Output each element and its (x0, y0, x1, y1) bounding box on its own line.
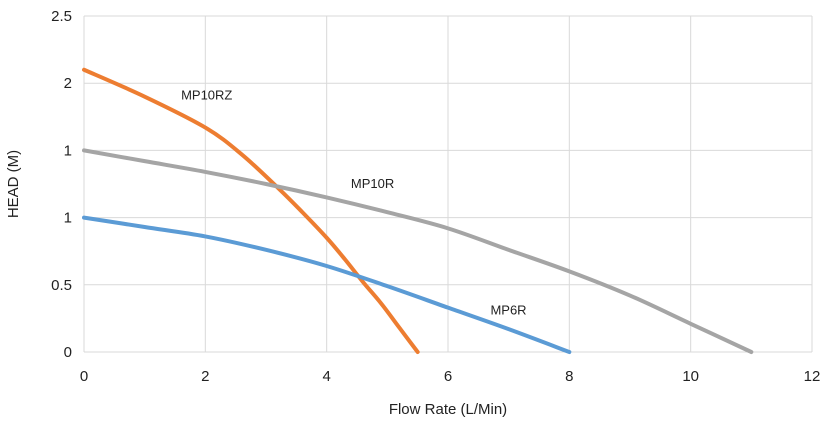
y-tick-label: 1 (64, 210, 72, 227)
series-line-mp10r (82, 148, 754, 354)
series-labels: MP10RZ MP10R MP6R (181, 87, 527, 317)
grid (83, 15, 813, 353)
x-tick-label: 10 (682, 368, 699, 385)
series-lines (82, 67, 754, 354)
y-tick-label: 2 (64, 75, 72, 92)
series-label-mp6r: MP6R (490, 302, 526, 317)
x-tick-label: 2 (201, 368, 209, 385)
x-axis-label: Flow Rate (L/Min) (389, 401, 507, 418)
y-tick-label: 0 (64, 344, 72, 361)
x-tick-label: 4 (322, 368, 330, 385)
y-tick-label: 2.5 (51, 8, 72, 25)
x-tick-label: 6 (444, 368, 452, 385)
x-tick-label: 0 (80, 368, 88, 385)
x-tick-label: 12 (804, 368, 821, 385)
series-label-mp10r: MP10R (351, 176, 394, 191)
y-axis-label: HEAD (M) (5, 150, 22, 218)
series-line-mp6r (82, 215, 572, 354)
y-tick-label: 1 (64, 142, 72, 159)
y-tick-label: 0.5 (51, 277, 72, 294)
x-tick-label: 8 (565, 368, 573, 385)
series-line-mp10rz (82, 67, 420, 354)
series-label-mp10rz: MP10RZ (181, 87, 232, 102)
